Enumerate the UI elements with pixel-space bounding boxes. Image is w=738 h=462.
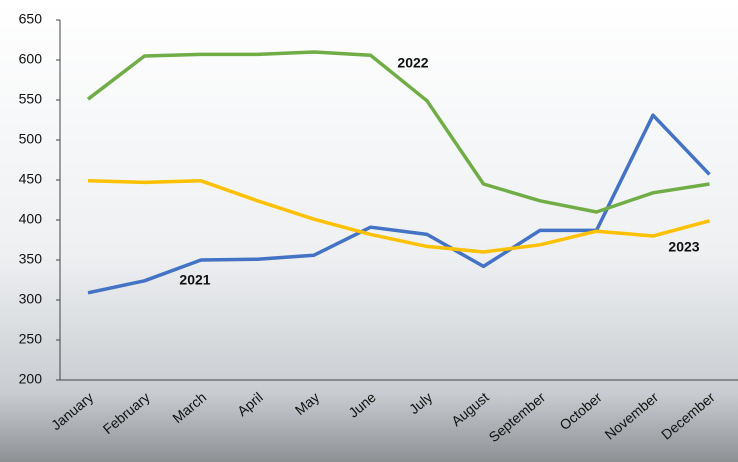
y-tick-label: 350 bbox=[19, 251, 43, 267]
y-tick-label: 600 bbox=[19, 51, 43, 67]
y-tick-label: 250 bbox=[19, 331, 43, 347]
series-label: 2021 bbox=[179, 272, 210, 288]
y-tick-label: 200 bbox=[19, 371, 43, 387]
y-tick-label: 450 bbox=[19, 171, 43, 187]
y-tick-label: 400 bbox=[19, 211, 43, 227]
y-tick-label: 300 bbox=[19, 291, 43, 307]
chart: 200250300350400450500550600650JanuaryFeb… bbox=[0, 0, 738, 462]
y-tick-label: 650 bbox=[19, 11, 43, 27]
y-tick-label: 550 bbox=[19, 91, 43, 107]
series-label: 2022 bbox=[397, 55, 428, 71]
y-tick-label: 500 bbox=[19, 131, 43, 147]
series-label: 2023 bbox=[668, 239, 699, 255]
